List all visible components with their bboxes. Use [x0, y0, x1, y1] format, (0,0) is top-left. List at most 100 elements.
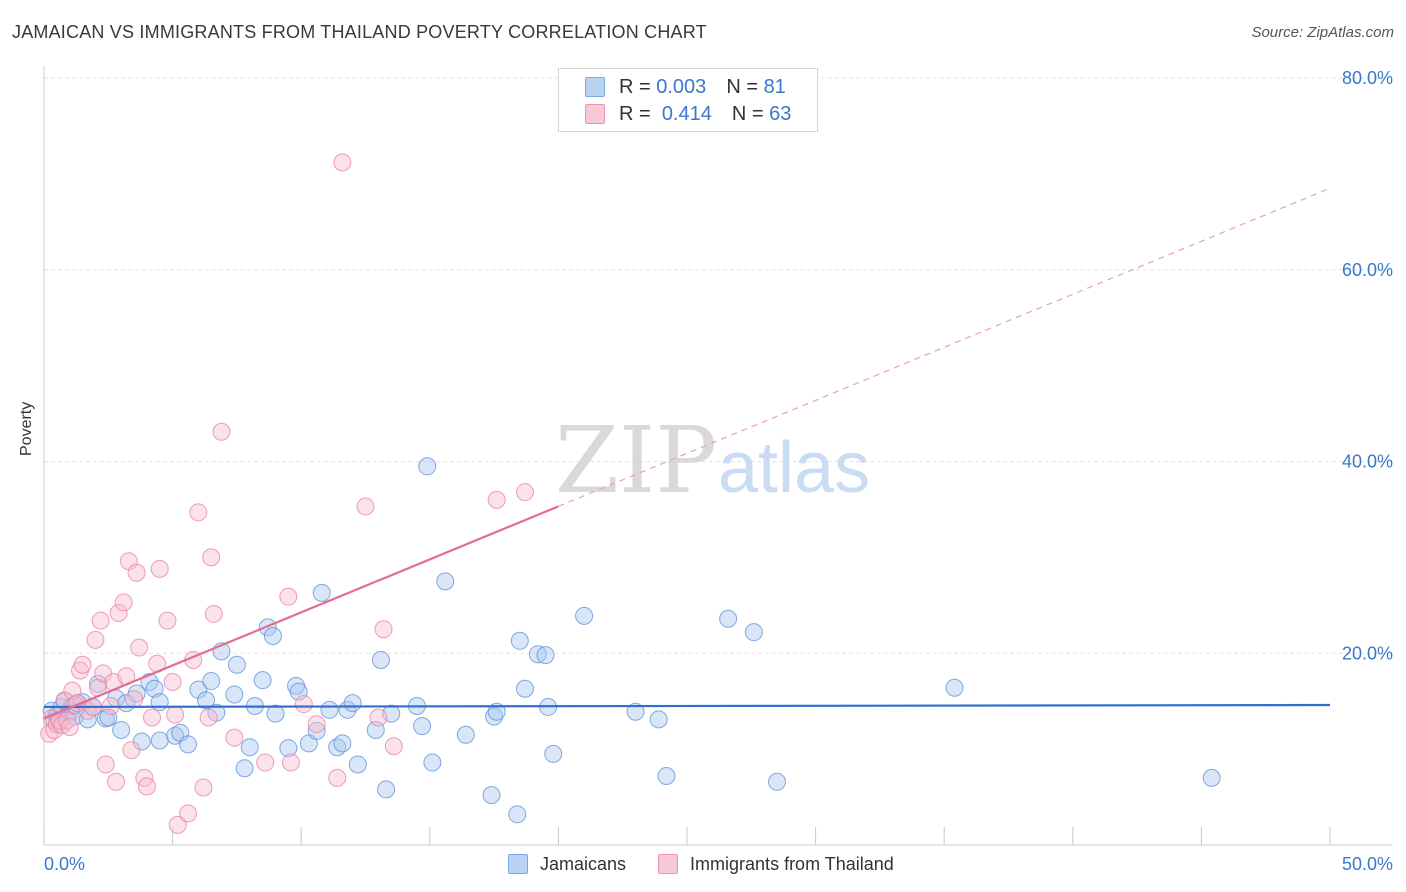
jamaican-point [307, 721, 326, 740]
thailand-point [328, 768, 347, 787]
thailand-point [60, 718, 79, 737]
jamaican-point [626, 702, 645, 721]
thailand-point [53, 716, 72, 735]
jamaican-point [575, 606, 594, 625]
thailand-point [143, 708, 162, 727]
jamaican-point [227, 655, 246, 674]
thailand-trend-line-projection [558, 187, 1331, 507]
y-tick-label: 60.0% [1342, 260, 1393, 280]
y-tick-label: 20.0% [1342, 643, 1393, 663]
jamaican-point [235, 759, 254, 778]
jamaican-point [343, 694, 362, 713]
jamaican-point [423, 753, 442, 772]
legend-label-thailand: Immigrants from Thailand [690, 853, 894, 874]
thailand-point [279, 587, 298, 606]
jamaican-point [528, 645, 547, 664]
jamaican-point [348, 755, 367, 774]
jamaican-point [657, 766, 676, 785]
thailand-point [515, 483, 534, 502]
jamaican-point [266, 704, 285, 723]
chart-title: JAMAICAN VS IMMIGRANTS FROM THAILAND POV… [12, 22, 707, 42]
thailand-point [212, 422, 231, 441]
thailand-point [166, 705, 185, 724]
thailand-point [114, 593, 133, 612]
y-tick-label: 40.0% [1342, 452, 1393, 472]
series-legend: Jamaicans Immigrants from Thailand [508, 852, 926, 876]
thailand-point [150, 559, 169, 578]
jamaican-point [413, 717, 432, 736]
n-value: 81 [763, 75, 786, 98]
jamaican-point [744, 623, 763, 642]
legend-label-jamaicans: Jamaicans [540, 853, 627, 874]
x-tick-label: 50.0% [1342, 854, 1393, 874]
jamaican-point [536, 646, 555, 665]
jamaican-point [197, 691, 216, 710]
jamaican-point [150, 693, 169, 712]
legend-item-jamaicans[interactable]: Jamaicans [508, 854, 626, 875]
jamaican-point [145, 679, 164, 698]
jamaican-point [649, 710, 668, 729]
thailand-point [158, 611, 177, 630]
thailand-point [107, 772, 126, 791]
r-value: 0.414 [661, 102, 712, 125]
jamaican-point [418, 457, 437, 476]
jamaican-point [279, 739, 298, 758]
thailand-point [384, 737, 403, 756]
thailand-point [137, 777, 156, 796]
jamaican-point [312, 583, 331, 602]
thailand-point [125, 690, 144, 709]
jamaican-point [719, 609, 738, 628]
trend-lines [43, 187, 1331, 720]
x-tick-label: 0.0% [44, 854, 85, 874]
legend-item-thailand[interactable]: Immigrants from Thailand [658, 854, 894, 875]
thailand-point [189, 503, 208, 522]
n-value: 63 [769, 102, 792, 125]
legend-swatch-jamaicans [585, 77, 605, 97]
n-label: N = [731, 102, 764, 125]
gridlines [44, 77, 1392, 654]
jamaican-point [482, 786, 501, 805]
jamaican-point [377, 780, 396, 799]
jamaican-point [189, 680, 208, 699]
jamaican-point [333, 734, 352, 753]
thailand-point [374, 620, 393, 639]
source-label: Source: ZipAtlas.com [1251, 24, 1394, 41]
thailand-point [168, 815, 187, 834]
jamaican-point [150, 731, 169, 750]
thailand-point [109, 603, 128, 622]
thailand-point [194, 778, 213, 797]
thailand-trend-line [43, 505, 559, 720]
thailand-point [204, 604, 223, 623]
thailand-point [96, 755, 115, 774]
jamaican-point [112, 720, 131, 739]
stats-row-thailand: R = 0.414 N = 63 [585, 102, 791, 126]
thailand-point [225, 728, 244, 747]
thailand-point [369, 708, 388, 727]
jamaican-point [508, 805, 527, 824]
thailand-point [487, 490, 506, 509]
jamaican-point [253, 671, 272, 690]
jamaican-point [768, 772, 787, 791]
watermark-atlas: atlas [718, 428, 870, 508]
jamaican-point [263, 626, 282, 645]
jamaican-point [1202, 768, 1221, 787]
thailand-point [256, 753, 275, 772]
thailand-point [333, 153, 352, 172]
y-tick-labels: 20.0% 40.0% 60.0% 80.0% [1342, 68, 1393, 663]
r-label: R = [619, 102, 651, 125]
thailand-point [281, 753, 300, 772]
jamaican-point [225, 685, 244, 704]
jamaican-point [436, 572, 455, 591]
thailand-point [163, 673, 182, 692]
thailand-point [130, 638, 149, 657]
jamaican-point [320, 700, 339, 719]
thailand-point [127, 563, 146, 582]
jamaican-point [371, 650, 390, 669]
jamaican-point [89, 674, 108, 693]
jamaican-trend-line [43, 703, 1331, 709]
jamaican-point [945, 678, 964, 697]
jamaican-point [240, 738, 259, 757]
r-label: R = [619, 75, 651, 98]
thailand-point [294, 695, 313, 714]
